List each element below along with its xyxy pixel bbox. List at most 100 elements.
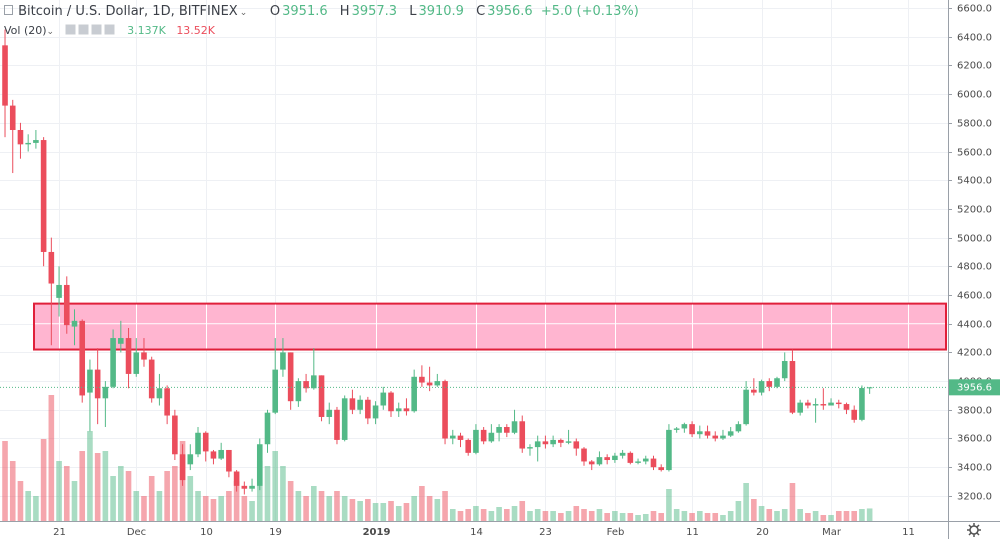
volume-bar bbox=[241, 496, 248, 521]
candle-body bbox=[527, 447, 533, 449]
volume-bar bbox=[102, 451, 109, 521]
candle-body bbox=[828, 402, 834, 406]
volume-bar bbox=[805, 513, 811, 521]
candle-body bbox=[496, 427, 502, 433]
candle-body bbox=[94, 369, 101, 399]
candle-body bbox=[349, 398, 356, 410]
volume-bar bbox=[812, 511, 819, 521]
candle-body bbox=[156, 388, 163, 399]
candle-body bbox=[326, 409, 333, 417]
volume-bar bbox=[627, 513, 634, 521]
candle-body bbox=[133, 352, 140, 374]
candle-body bbox=[697, 431, 703, 435]
volume-bar bbox=[758, 506, 765, 521]
candle-body bbox=[9, 105, 16, 130]
candle-body bbox=[673, 428, 680, 430]
candle-body bbox=[403, 408, 410, 412]
volume-bar bbox=[735, 501, 742, 521]
candle-body bbox=[411, 376, 417, 412]
volume-bar bbox=[496, 507, 502, 521]
x-tick-label: 14 bbox=[470, 527, 483, 538]
candle-body bbox=[588, 461, 595, 465]
candle-body bbox=[172, 415, 178, 455]
volume-bar bbox=[411, 496, 417, 521]
candle-body bbox=[781, 361, 788, 379]
volume-bar bbox=[2, 441, 8, 521]
settings-gear[interactable] bbox=[967, 523, 981, 537]
resistance-zone bbox=[33, 302, 947, 351]
x-tick-label: Dec bbox=[127, 527, 146, 538]
volume-bar bbox=[280, 466, 286, 521]
volume-bar bbox=[56, 461, 62, 521]
volume-bar bbox=[588, 511, 595, 521]
volume-bar bbox=[187, 476, 194, 521]
candle-body bbox=[79, 320, 86, 396]
volume-bar bbox=[210, 499, 217, 521]
candle-body bbox=[758, 381, 765, 393]
low-value: 3910.9 bbox=[418, 4, 464, 19]
candle-body bbox=[357, 399, 363, 410]
candle-body bbox=[542, 441, 549, 445]
volume-value: 3.137K bbox=[127, 24, 166, 37]
volume-bar bbox=[558, 513, 564, 521]
candle-body bbox=[40, 140, 47, 252]
volume-bar bbox=[87, 431, 93, 521]
volume-bar bbox=[249, 501, 255, 521]
y-tick-label: 5400.0 bbox=[957, 176, 992, 187]
candle-body bbox=[581, 448, 587, 462]
candle-body bbox=[33, 140, 39, 143]
candle-body bbox=[249, 485, 255, 489]
volume-bar bbox=[866, 508, 873, 521]
candle-body bbox=[511, 421, 518, 433]
candle-body bbox=[658, 467, 665, 471]
volume-bar bbox=[465, 509, 472, 521]
volume-bar bbox=[612, 511, 618, 521]
y-tick-label: 6200.0 bbox=[957, 61, 992, 72]
candle-body bbox=[311, 375, 317, 389]
volume-bar bbox=[473, 506, 479, 521]
candle-body bbox=[280, 352, 286, 370]
legend-header: Bitcoin / U.S. Dollar, 1D, BITFINEX ⌄ O 39… bbox=[4, 4, 641, 19]
volume-bar bbox=[596, 509, 603, 521]
symbol-title[interactable]: Bitcoin / U.S. Dollar, 1D, BITFINEX bbox=[18, 4, 238, 19]
volume-bar bbox=[256, 461, 263, 521]
candle-body bbox=[380, 392, 387, 406]
volume-bar bbox=[303, 496, 309, 521]
volume-bar bbox=[287, 481, 294, 521]
candle-body bbox=[164, 388, 170, 416]
volume-title[interactable]: Vol (20) bbox=[4, 24, 47, 37]
volume-bar bbox=[326, 496, 333, 521]
candle-body bbox=[612, 455, 618, 461]
volume-bar bbox=[156, 491, 163, 521]
candle-body bbox=[565, 441, 572, 443]
candle-body bbox=[303, 381, 309, 389]
volume-bar bbox=[743, 483, 749, 521]
candle-body bbox=[110, 338, 116, 387]
candle-body bbox=[264, 412, 271, 445]
volume-bar bbox=[689, 513, 695, 521]
grid bbox=[0, 0, 948, 521]
candle-body bbox=[735, 424, 742, 432]
study-icons[interactable] bbox=[65, 24, 117, 35]
volume-bar bbox=[704, 513, 711, 521]
candle-body bbox=[558, 439, 564, 443]
volume-bar bbox=[372, 503, 379, 521]
y-tick-label: 6600.0 bbox=[957, 4, 992, 15]
volume-bar bbox=[40, 439, 47, 521]
volume-bar bbox=[542, 511, 549, 521]
candle-body bbox=[519, 421, 526, 449]
high-label: H bbox=[339, 4, 350, 19]
volume-bar bbox=[380, 503, 387, 521]
volume-bar bbox=[619, 513, 626, 521]
candle-body bbox=[210, 451, 217, 459]
candle-body bbox=[805, 402, 811, 406]
volume-bar bbox=[434, 499, 441, 521]
candle-body bbox=[774, 378, 780, 387]
candle-body bbox=[226, 449, 232, 472]
x-tick-label: 2019 bbox=[363, 527, 391, 538]
candle-body bbox=[727, 431, 734, 436]
x-tick-label: 10 bbox=[200, 527, 213, 538]
volume-bar bbox=[318, 491, 325, 521]
volume-bar bbox=[164, 471, 170, 521]
